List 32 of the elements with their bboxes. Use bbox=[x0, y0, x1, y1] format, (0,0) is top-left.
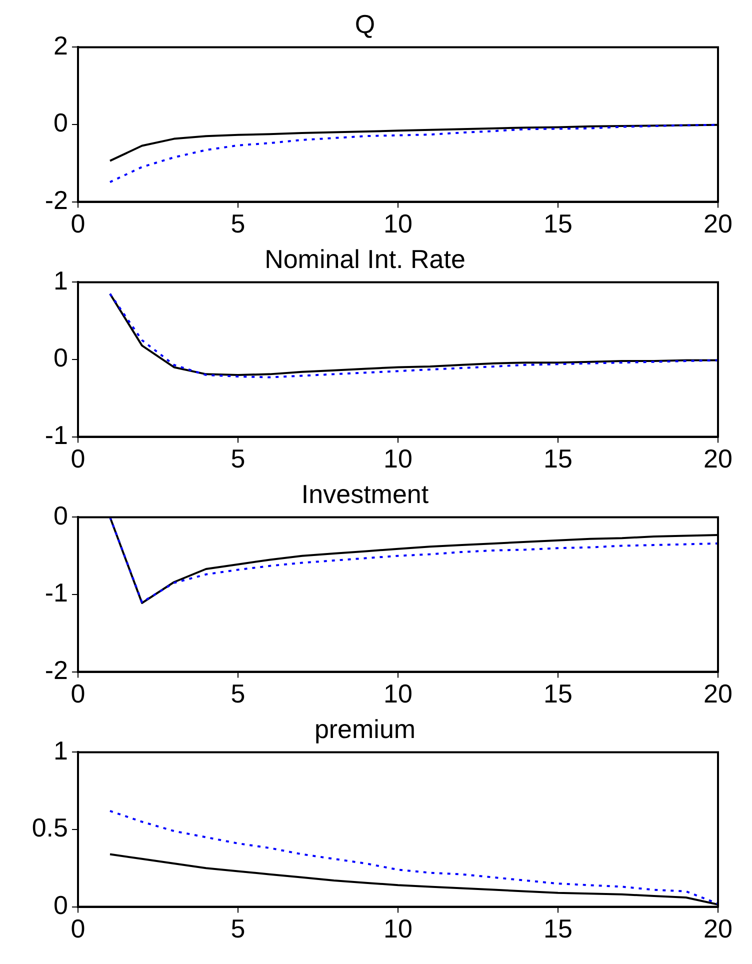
y-tick-label: -2 bbox=[44, 184, 68, 215]
y-tick-label: 1 bbox=[54, 735, 68, 766]
chart-title: premium bbox=[314, 714, 416, 744]
x-tick-label: 10 bbox=[384, 208, 412, 239]
chart-title: Q bbox=[354, 8, 376, 39]
x-tick-label: 20 bbox=[704, 208, 732, 239]
y-tick-label: -2 bbox=[44, 654, 68, 685]
y-tick-label: 0 bbox=[54, 342, 68, 373]
x-tick-label: 15 bbox=[544, 444, 572, 474]
x-tick-label: 20 bbox=[704, 678, 732, 709]
y-tick-label: -1 bbox=[44, 578, 68, 608]
x-tick-label: 5 bbox=[230, 678, 246, 709]
chart-title: Investment bbox=[301, 478, 430, 509]
x-tick-label: 5 bbox=[230, 444, 246, 474]
y-tick-label: 0 bbox=[54, 108, 68, 138]
y-tick-label: -1 bbox=[44, 420, 68, 450]
x-tick-label: 10 bbox=[384, 678, 412, 709]
x-tick-label: 15 bbox=[544, 914, 572, 944]
y-tick-label: 2 bbox=[54, 30, 68, 60]
x-tick-label: 10 bbox=[384, 914, 412, 944]
x-tick-label: 20 bbox=[704, 914, 732, 944]
y-tick-label: 0 bbox=[54, 890, 68, 920]
x-tick-label: 10 bbox=[384, 444, 412, 474]
y-tick-label: 0.5 bbox=[32, 812, 68, 843]
x-tick-label: 15 bbox=[544, 208, 572, 239]
chart-title: Nominal Int. Rate bbox=[264, 244, 466, 274]
y-tick-label: 0 bbox=[54, 500, 68, 530]
x-tick-label: 5 bbox=[230, 914, 246, 944]
x-tick-label: 5 bbox=[230, 208, 246, 239]
y-tick-label: 1 bbox=[54, 265, 68, 296]
x-tick-label: 15 bbox=[544, 678, 572, 709]
x-tick-label: 20 bbox=[704, 444, 732, 474]
